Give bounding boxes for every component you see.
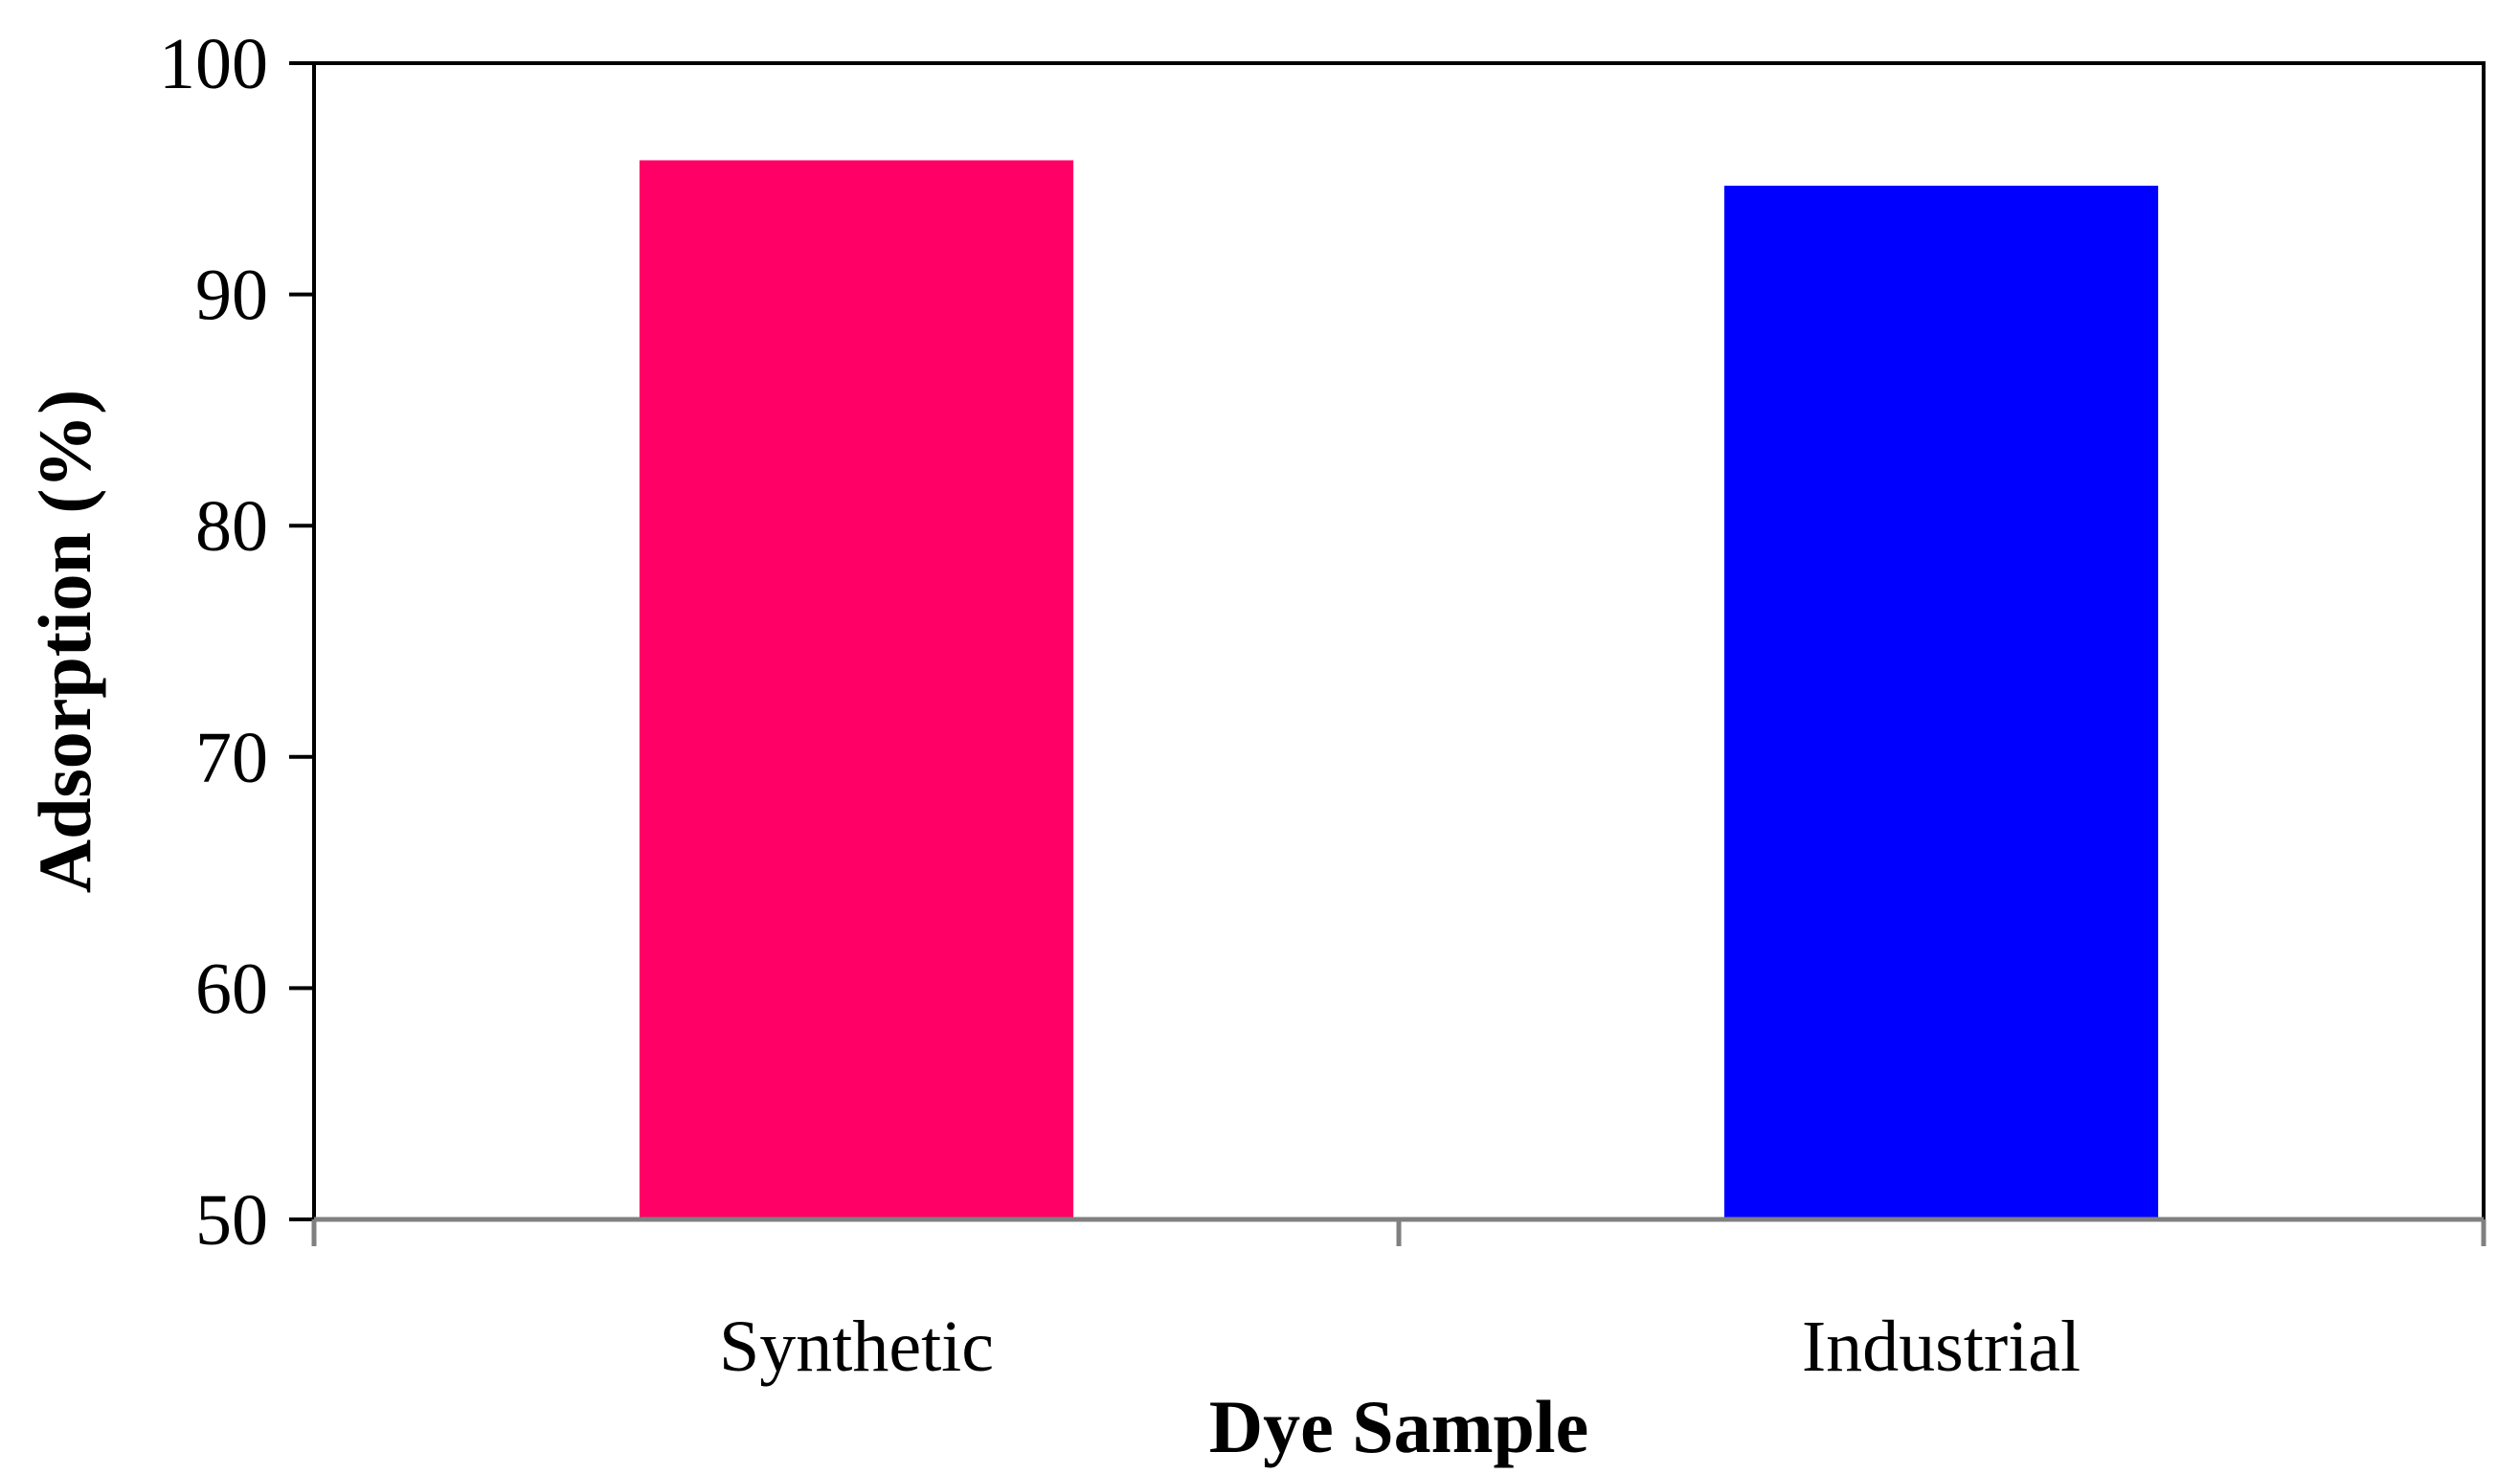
y-tick-label: 70 (195, 718, 268, 798)
y-tick-label: 80 (195, 486, 268, 567)
y-tick-label: 100 (159, 24, 268, 104)
x-tick-label: Synthetic (719, 1306, 994, 1387)
x-axis: Synthetic Industrial (311, 1217, 2486, 1387)
bars-layer (639, 160, 2159, 1220)
bar-industrial (1723, 186, 2159, 1220)
bar-synthetic (639, 160, 1074, 1219)
x-tick-label: Industrial (1802, 1306, 2081, 1387)
x-axis-title: Dye Sample (1209, 1385, 1588, 1468)
y-tick-label: 60 (195, 949, 268, 1029)
y-tick-label: 90 (195, 256, 268, 336)
y-axis-title: Adsorption (%) (23, 390, 106, 894)
y-axis: 50 60 70 80 90 100 (159, 24, 314, 1261)
y-tick-label: 50 (195, 1180, 268, 1261)
